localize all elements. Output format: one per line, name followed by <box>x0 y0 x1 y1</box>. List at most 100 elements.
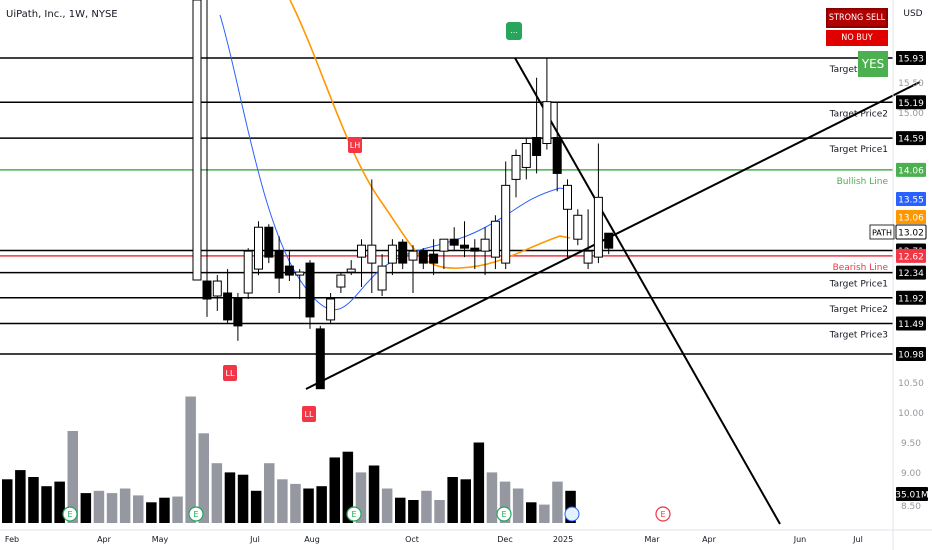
price-axis-tick: 15.00 <box>898 109 924 119</box>
candle-body <box>315 328 325 390</box>
volume-bar <box>277 479 288 523</box>
price-level-lines: Target Price3 Target Price2 Target Price1 B… <box>0 57 893 355</box>
chart-title: UiPath, Inc., 1W, NYSE <box>6 9 118 20</box>
volume-bar <box>133 495 144 523</box>
earnings-event-icon <box>346 506 362 522</box>
strong-sell-signal: STRONG SELL <box>826 8 888 28</box>
candle-body <box>284 265 294 276</box>
candle-body <box>212 280 222 297</box>
earnings-event-icon <box>496 506 512 522</box>
time-axis-tick: Oct <box>405 535 419 544</box>
time-axis-tick: Jun <box>793 535 807 544</box>
price-tag-value: 11.49 <box>898 320 924 330</box>
volume-bar <box>499 481 511 523</box>
volume-bar <box>146 502 157 523</box>
time-axis-tick: Jul <box>249 535 260 544</box>
candle-body <box>583 250 593 264</box>
candle-body <box>480 238 490 252</box>
pivot-marker <box>506 22 522 40</box>
volume-bar <box>512 488 524 523</box>
volume-bar <box>329 457 340 523</box>
volume-bar <box>434 500 445 523</box>
candle-body <box>593 196 603 258</box>
indicator-tag-box <box>895 224 927 240</box>
volume-bar <box>552 481 563 523</box>
symbol-tag: PATH <box>872 229 892 238</box>
price-tag-value: 14.06 <box>898 166 924 176</box>
price-level-label: Target Price2 <box>829 109 888 119</box>
volume-bar <box>106 493 118 523</box>
volume-bar <box>408 500 419 523</box>
volume-bar <box>316 486 327 523</box>
currency-label[interactable]: USD <box>903 9 923 19</box>
symbol-tag-box <box>869 224 895 240</box>
price-level-label: Target Price1 <box>829 280 888 290</box>
volume-bar <box>172 496 183 523</box>
no-buy-signal: NO BUY <box>826 30 888 46</box>
price-tag-value: 12.34 <box>898 269 924 279</box>
time-axis-tick: May <box>152 535 169 544</box>
volume-bar <box>264 463 275 523</box>
candles <box>202 58 614 390</box>
price-tag-value: 11.92 <box>898 294 924 304</box>
price-axis-tick: 10.50 <box>898 379 924 389</box>
earnings-event-icon <box>188 506 204 522</box>
candle-body <box>490 220 500 258</box>
time-axis-tick: Mar <box>644 535 660 544</box>
volume-bar <box>15 470 26 523</box>
candle-body <box>233 298 243 327</box>
volume-bar <box>119 488 131 523</box>
candle-body <box>326 298 336 321</box>
candle-body <box>501 184 511 264</box>
time-axis-tick: Feb <box>5 535 19 544</box>
volume-tag-value: 35.01M <box>895 491 929 501</box>
volume-bar <box>80 493 92 523</box>
candle-body <box>274 250 284 279</box>
candle-body <box>429 253 439 264</box>
price-level-label: Target Price3 <box>829 331 888 341</box>
earnings-event-label: E <box>501 510 506 519</box>
price-tag-box <box>896 51 926 65</box>
volume-bar <box>447 477 458 523</box>
candle-body <box>511 154 521 180</box>
price-tag-box <box>896 347 926 361</box>
volume-bar <box>198 433 209 523</box>
volume-bar <box>473 442 485 523</box>
price-tag-box <box>896 162 926 177</box>
pattern-marker-box <box>302 406 316 422</box>
volume-bar <box>460 479 471 523</box>
candle-body <box>460 244 469 249</box>
volume-bar <box>41 486 52 523</box>
pivot-marker-label: ... <box>510 26 518 35</box>
volume-bar <box>395 497 406 523</box>
yes-signal-badge: YES <box>858 51 888 77</box>
indicator-tag-value: 13.06 <box>898 214 924 224</box>
volume-bar <box>2 479 13 523</box>
price-tag-box <box>896 316 926 331</box>
price-tag-value: 15.19 <box>898 99 924 109</box>
time-axis-tick: Jul <box>852 535 863 544</box>
volume-bar <box>526 502 537 523</box>
candle-body <box>563 184 572 210</box>
pattern-marker-box <box>348 137 362 153</box>
price-level-label: Bearish Line <box>833 263 889 273</box>
price-tag-box <box>896 290 926 305</box>
candle-body <box>346 268 356 273</box>
volume-bar <box>93 490 105 523</box>
earnings-event-label: E <box>660 510 665 519</box>
volume-bar <box>421 490 432 523</box>
volume-bar <box>67 431 78 523</box>
pattern-marker-label: LL <box>226 369 235 378</box>
trend-lines <box>192 0 921 525</box>
volume-bar <box>224 472 236 523</box>
candle-body <box>387 244 397 264</box>
volume-bar <box>237 474 249 523</box>
candle-body <box>377 265 387 291</box>
volume-bar <box>303 488 314 523</box>
volume-bar <box>290 483 301 523</box>
candle-body <box>336 274 346 288</box>
time-axis-tick: Apr <box>702 535 717 544</box>
time-axis-tick: Aug <box>304 535 320 544</box>
